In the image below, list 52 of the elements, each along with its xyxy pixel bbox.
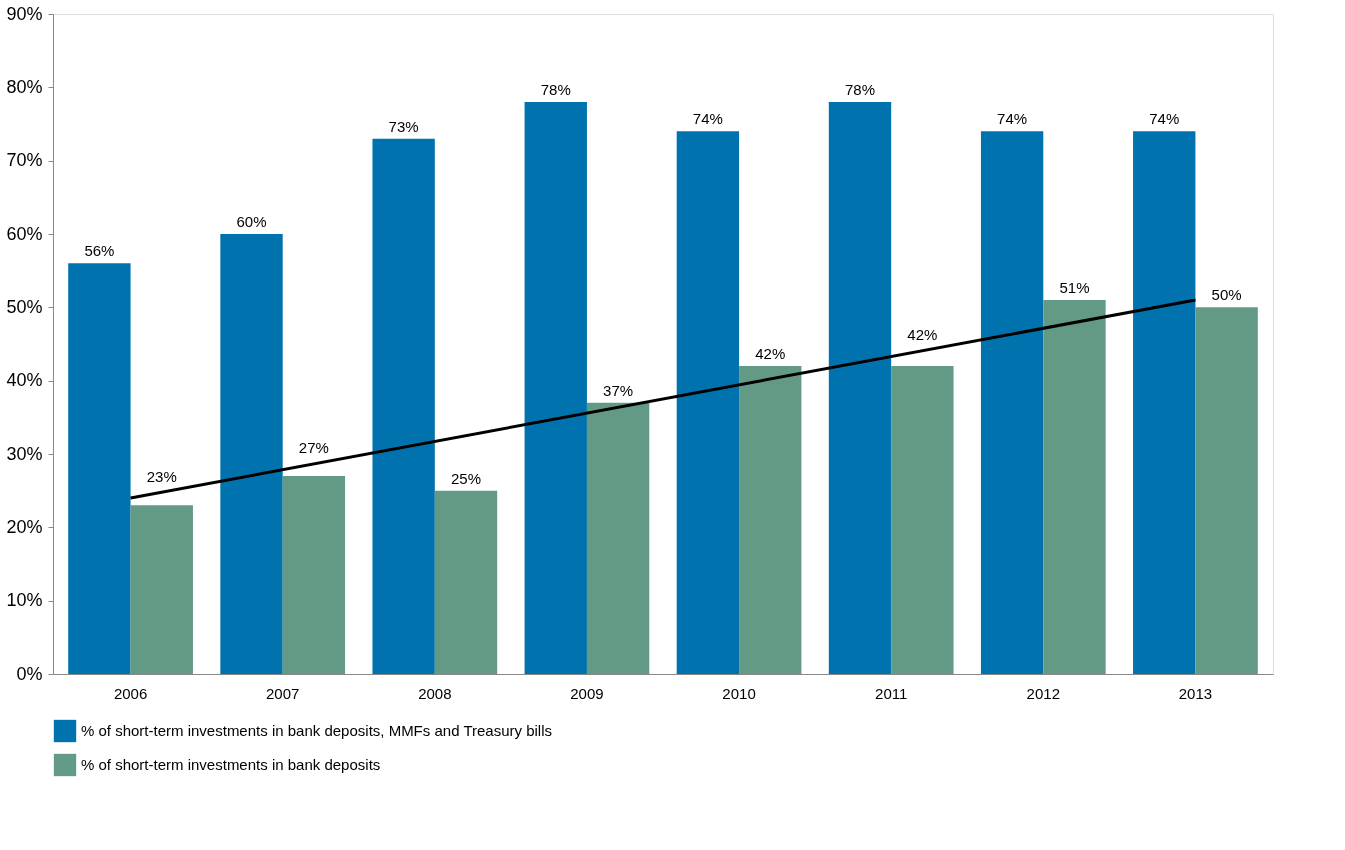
data-label: 27%	[298, 439, 329, 457]
data-label: 78%	[844, 81, 876, 98]
bar	[524, 102, 587, 674]
y-tick-label: 60%	[6, 223, 43, 244]
y-tick-label: 40%	[6, 370, 43, 391]
y-tick-label: 80%	[6, 76, 43, 97]
bar	[434, 490, 498, 674]
x-tick-label: 2010	[722, 684, 756, 702]
data-label: 74%	[997, 110, 1028, 128]
data-label: 23%	[146, 467, 177, 485]
y-tick-label: 0%	[16, 663, 43, 684]
x-tick-label: 2006	[113, 684, 148, 702]
data-label: 56%	[84, 242, 115, 260]
y-tick-label: 30%	[6, 443, 43, 464]
data-label: 37%	[603, 381, 634, 399]
data-label: 60%	[236, 213, 267, 230]
data-label: 74%	[692, 110, 723, 128]
y-tick-label: 50%	[6, 296, 43, 317]
y-tick-label: 90%	[6, 3, 43, 24]
data-label: 74%	[1149, 110, 1180, 128]
bar	[586, 402, 650, 674]
bar	[891, 366, 954, 674]
x-tick-label: 2007	[266, 684, 300, 702]
bar	[1195, 307, 1258, 674]
x-tick-label: 2009	[570, 684, 604, 702]
y-tick-label: 70%	[6, 150, 43, 171]
bar	[220, 234, 283, 674]
bar	[828, 102, 892, 674]
bar	[68, 263, 131, 674]
y-tick-label: 10%	[6, 590, 43, 611]
legend-label: % of short-term investments in bank deposits	[81, 756, 381, 773]
bar	[1043, 300, 1106, 674]
data-label: 25%	[450, 469, 482, 487]
data-label: 78%	[540, 81, 571, 98]
bar	[739, 366, 802, 674]
y-tick-label: 20%	[6, 516, 43, 537]
bar	[676, 131, 740, 674]
x-tick-label: 2013	[1178, 684, 1213, 702]
bar	[980, 131, 1044, 674]
bar	[130, 505, 193, 674]
bar	[1133, 131, 1196, 674]
bar	[282, 476, 346, 674]
x-tick-label: 2011	[875, 684, 908, 702]
data-label: 51%	[1059, 279, 1090, 296]
bar	[372, 138, 435, 674]
data-label: 42%	[907, 326, 938, 344]
x-tick-label: 2012	[1026, 684, 1060, 702]
data-label: 42%	[755, 345, 786, 362]
data-label: 73%	[388, 117, 419, 135]
legend-label: % of short-term investments in bank deposits, MMFs and Treasury bills	[81, 722, 553, 739]
data-label: 50%	[1211, 286, 1242, 304]
x-tick-label: 2008	[418, 684, 452, 702]
